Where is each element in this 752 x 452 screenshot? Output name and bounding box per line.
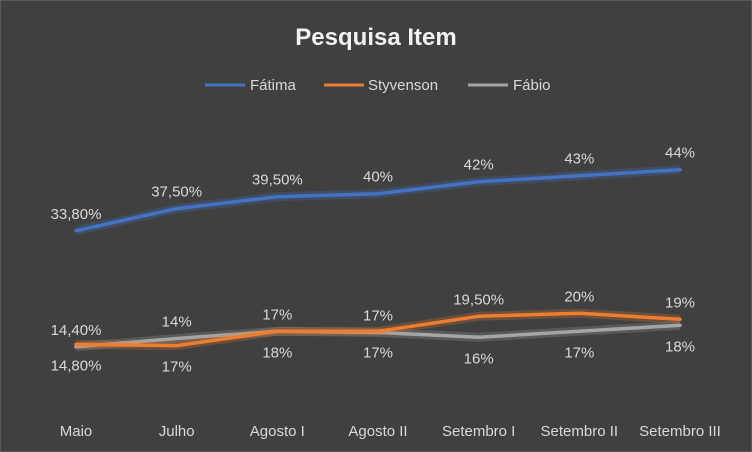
data-label-fatima: 43% bbox=[564, 151, 594, 168]
data-label-fatima: 39,50% bbox=[252, 172, 303, 189]
legend-label-fatima: Fátima bbox=[250, 77, 297, 94]
data-label-fatima: 44% bbox=[665, 145, 695, 162]
series-line-fatima bbox=[74, 167, 682, 233]
x-tick-label: Agosto II bbox=[348, 423, 407, 440]
data-label-fatima: 40% bbox=[363, 169, 393, 186]
legend-label-fabio: Fábio bbox=[513, 77, 551, 94]
x-axis: Maio Julho Agosto I Agosto II Setembro I Sete… bbox=[60, 423, 721, 440]
x-tick-label: Agosto I bbox=[250, 423, 305, 440]
data-label-fabio: 17% bbox=[363, 307, 393, 324]
data-label-styvenson: 20% bbox=[564, 288, 594, 305]
legend: Fátima Styvenson Fábio bbox=[205, 77, 551, 94]
data-label-styvenson: 19% bbox=[665, 294, 695, 311]
data-label-fabio: 17% bbox=[262, 306, 292, 323]
data-label-fatima: 33,80% bbox=[51, 206, 102, 223]
x-tick-label: Julho bbox=[159, 423, 195, 440]
data-label-layer: 33,80% 37,50% 39,50% 40% 42% 43% 44% 14,80% 17% 1… bbox=[51, 145, 695, 376]
series-layer bbox=[74, 165, 682, 352]
data-label-styvenson: 17% bbox=[162, 359, 192, 376]
data-label-styvenson: 18% bbox=[262, 344, 292, 361]
data-label-styvenson: 14,80% bbox=[51, 357, 102, 374]
legend-label-styvenson: Styvenson bbox=[368, 77, 438, 94]
data-label-fabio: 14% bbox=[162, 313, 192, 330]
data-label-fatima: 37,50% bbox=[151, 184, 202, 201]
data-label-fabio: 18% bbox=[665, 338, 695, 355]
x-tick-label: Setembro I bbox=[442, 423, 515, 440]
x-tick-label: Maio bbox=[60, 423, 93, 440]
data-label-fabio: 14,40% bbox=[51, 322, 102, 339]
data-label-styvenson: 17% bbox=[363, 344, 393, 361]
x-tick-label: Setembro II bbox=[541, 423, 619, 440]
data-label-fatima: 42% bbox=[464, 157, 494, 174]
data-label-styvenson: 19,50% bbox=[453, 291, 504, 308]
data-label-fabio: 16% bbox=[464, 350, 494, 367]
x-tick-label: Setembro III bbox=[639, 423, 721, 440]
chart-title: Pesquisa Item bbox=[295, 24, 456, 51]
data-label-fabio: 17% bbox=[564, 344, 594, 361]
series-line-styvenson bbox=[74, 311, 682, 348]
